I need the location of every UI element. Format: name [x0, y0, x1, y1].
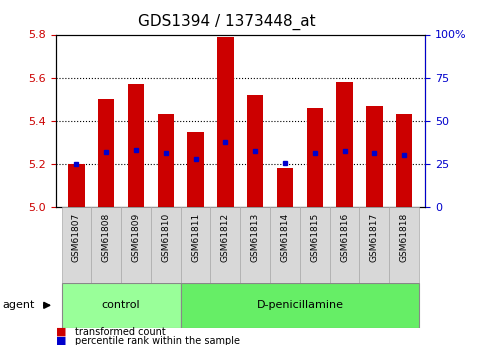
Bar	[61, 207, 91, 283]
Bar	[181, 207, 211, 283]
Text: GSM61816: GSM61816	[340, 213, 349, 262]
Text: D-penicillamine: D-penicillamine	[256, 300, 343, 310]
Bar	[217, 37, 234, 207]
Text: GSM61809: GSM61809	[131, 213, 141, 262]
Bar	[121, 207, 151, 283]
Bar	[396, 114, 412, 207]
Bar	[336, 82, 353, 207]
Bar	[211, 207, 241, 283]
Bar	[247, 95, 263, 207]
Text: GSM61813: GSM61813	[251, 213, 260, 262]
Text: GDS1394 / 1373448_at: GDS1394 / 1373448_at	[138, 14, 316, 30]
Bar	[359, 207, 389, 283]
Bar	[389, 207, 419, 283]
Text: GSM61808: GSM61808	[102, 213, 111, 262]
Bar	[151, 207, 181, 283]
Text: GSM61818: GSM61818	[399, 213, 409, 262]
Bar	[128, 84, 144, 207]
Bar	[270, 207, 300, 283]
Text: GSM61810: GSM61810	[161, 213, 170, 262]
Text: GSM61807: GSM61807	[72, 213, 81, 262]
Bar	[157, 114, 174, 207]
Bar	[98, 99, 114, 207]
Text: percentile rank within the sample: percentile rank within the sample	[75, 336, 240, 345]
Text: agent: agent	[2, 300, 35, 310]
Text: transformed count: transformed count	[75, 327, 166, 337]
Text: GSM61812: GSM61812	[221, 213, 230, 262]
Bar	[366, 106, 383, 207]
Text: ■: ■	[56, 327, 66, 337]
Bar	[61, 283, 181, 328]
Bar	[300, 207, 330, 283]
Bar	[307, 108, 323, 207]
Text: GSM61811: GSM61811	[191, 213, 200, 262]
Bar	[277, 168, 293, 207]
Text: GSM61814: GSM61814	[281, 213, 289, 262]
Text: ■: ■	[56, 336, 66, 345]
Bar	[241, 207, 270, 283]
Bar	[187, 131, 204, 207]
Text: GSM61815: GSM61815	[310, 213, 319, 262]
Bar	[330, 207, 359, 283]
Text: GSM61817: GSM61817	[370, 213, 379, 262]
Bar	[91, 207, 121, 283]
Bar	[68, 164, 85, 207]
Bar	[181, 283, 419, 328]
Text: control: control	[102, 300, 141, 310]
